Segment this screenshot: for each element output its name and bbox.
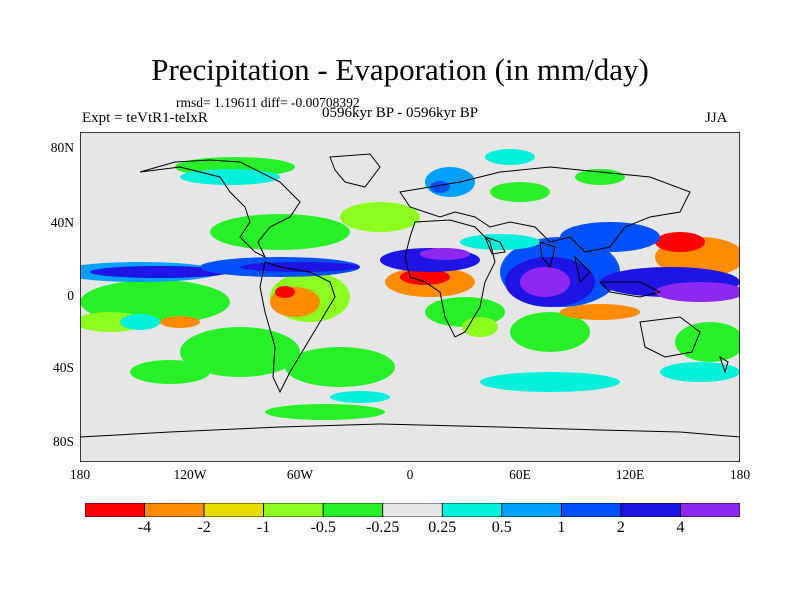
colorbar-label: 1 [557, 519, 566, 536]
colorbar-label: -4 [137, 519, 152, 536]
colorbar-label: -0.5 [310, 519, 336, 536]
colorbar-label: 2 [616, 519, 625, 536]
season-label: JJA [705, 110, 728, 126]
colorbar-label: 0.5 [491, 519, 512, 536]
colorbar-box [322, 503, 384, 517]
lon-label-180w: 180 [69, 467, 91, 482]
colorbar-box [560, 503, 622, 517]
lat-label-80s: 80S [52, 434, 74, 449]
lat-label-80n: 80N [50, 140, 74, 155]
colorbar-box [85, 503, 145, 517]
colorbar-label: 4 [676, 519, 685, 536]
colorbar-box [382, 503, 443, 517]
colorbar-box [263, 503, 324, 517]
lon-label-120w: 120W [173, 467, 207, 482]
colorbar-box [203, 503, 265, 517]
colorbar-label: -0.25 [366, 519, 400, 536]
colorbar [85, 503, 740, 517]
lat-label-40n: 40N [50, 215, 74, 230]
colorbar-box [441, 503, 503, 517]
stats-text: rmsd= 1.19611 diff= -0.00708392 [176, 95, 360, 110]
lon-label-180e: 180 [729, 467, 751, 482]
colorbar-box [501, 503, 562, 517]
lat-label-40s: 40S [52, 360, 74, 375]
lon-label-60e: 60E [509, 467, 531, 482]
lon-label-0: 0 [406, 467, 414, 482]
lon-label-120e: 120E [615, 467, 645, 482]
colorbar-box [144, 503, 205, 517]
field-negative [80, 157, 740, 420]
lat-label-0: 0 [67, 288, 74, 303]
colorbar-label: -1 [256, 519, 271, 536]
colorbar-box [620, 503, 681, 517]
colorbar-label: 0.25 [428, 519, 457, 536]
lon-label-60w: 60W [286, 467, 314, 482]
colorbar-label: -2 [197, 519, 211, 536]
experiment-label: Expt = teVtR1-teIxR [82, 110, 208, 126]
map-title: Precipitation - Evaporation (in mm/day) [151, 52, 649, 87]
colorbar-box [680, 503, 740, 517]
period-label: 0596kyr BP - 0596kyr BP [322, 105, 479, 121]
coastlines [80, 153, 740, 462]
map-plot [80, 132, 740, 462]
